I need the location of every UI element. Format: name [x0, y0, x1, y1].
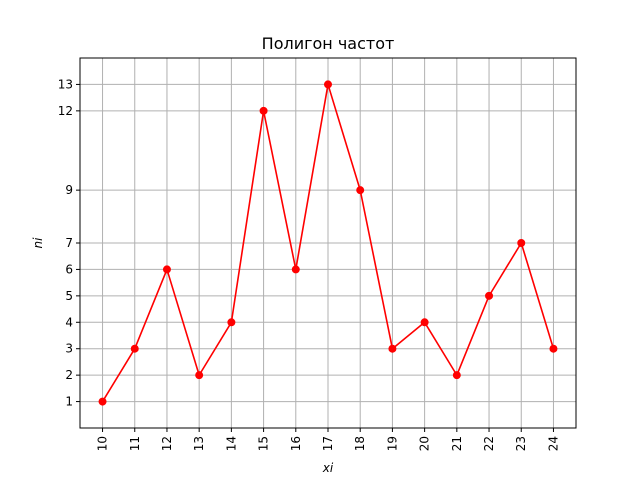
data-point [452, 371, 461, 380]
x-tick-label: 23 [514, 436, 528, 451]
y-tick-label: 7 [65, 236, 73, 250]
data-point [259, 106, 268, 115]
x-tick-label: 20 [418, 436, 432, 451]
y-tick-label: 9 [65, 183, 73, 197]
x-tick-label: 22 [482, 436, 496, 451]
y-axis-label: ni [31, 237, 45, 249]
y-tick-label: 13 [58, 77, 73, 91]
x-tick-label: 11 [128, 436, 142, 451]
y-tick-label: 5 [65, 289, 73, 303]
y-tick-label: 2 [65, 368, 73, 382]
data-point [227, 318, 236, 327]
x-tick-label: 13 [192, 436, 206, 451]
y-tick-label: 6 [65, 262, 73, 276]
data-point [485, 291, 494, 300]
data-point [356, 186, 365, 195]
data-point [291, 265, 300, 274]
x-tick-label: 21 [450, 436, 464, 451]
x-tick-label: 19 [385, 436, 399, 451]
x-tick-label: 24 [546, 436, 560, 451]
x-tick-label: 12 [160, 436, 174, 451]
series-group [98, 80, 558, 406]
chart-title: Полигон частот [262, 34, 395, 53]
data-point [98, 397, 107, 406]
x-tick-label: 16 [289, 436, 303, 451]
data-point [517, 239, 526, 247]
x-tick-label: 14 [224, 436, 238, 451]
x-axis-ticks: 10 11 12 13 14 15 16 17 18 19 20 21 22 23 24 [96, 428, 560, 451]
x-tick-label: 18 [353, 436, 367, 451]
data-point [549, 344, 558, 353]
x-tick-label: 10 [96, 436, 110, 451]
data-point [388, 344, 397, 353]
x-tick-label: 17 [321, 436, 335, 451]
y-tick-label: 12 [58, 104, 73, 118]
data-point [162, 265, 171, 274]
y-tick-label: 4 [65, 315, 73, 329]
data-point [195, 371, 204, 380]
x-axis-label: xi [322, 461, 334, 475]
y-tick-label: 1 [65, 395, 73, 409]
x-tick-label: 15 [257, 436, 271, 451]
y-tick-label: 3 [65, 342, 73, 356]
data-point [420, 318, 429, 327]
data-point [130, 344, 139, 353]
data-point [324, 80, 332, 89]
